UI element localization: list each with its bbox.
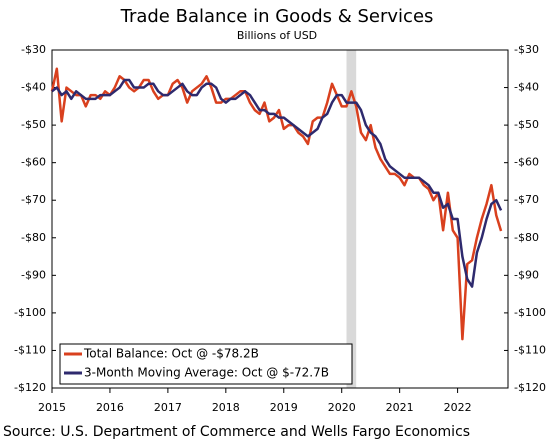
y2-tick-label: -$90 (514, 268, 539, 281)
x-tick-label: 2018 (212, 401, 240, 414)
y-tick-label: -$110 (14, 343, 46, 356)
y2-tick-label: -$120 (514, 381, 546, 394)
y2-tick-label: -$40 (514, 81, 539, 94)
legend-box (59, 343, 353, 385)
y-tick-label: -$100 (14, 306, 46, 319)
y-tick-label: -$50 (21, 118, 46, 131)
series-line (51, 78, 503, 288)
plot-frame (51, 49, 509, 389)
x-tick-label: 2020 (328, 401, 356, 414)
chart-subtitle: Billions of USD (237, 29, 317, 42)
x-tick-label: 2015 (38, 401, 66, 414)
series-line (50, 67, 503, 341)
x-tick-label: 2016 (96, 401, 124, 414)
y2-tick-label: -$80 (514, 231, 539, 244)
x-tick-label: 2017 (154, 401, 182, 414)
y-tick-label: -$60 (21, 156, 46, 169)
y2-tick-label: -$50 (514, 118, 539, 131)
x-tick-label: 2019 (270, 401, 298, 414)
y-tick-label: -$90 (21, 268, 46, 281)
source-note: Source: U.S. Department of Commerce and … (3, 424, 470, 440)
legend-label: Total Balance: Oct @ -$78.2B (83, 347, 259, 361)
x-tick-label: 2022 (444, 401, 472, 414)
legend-label: 3-Month Moving Average: Oct @ $-72.7B (84, 366, 329, 380)
y2-tick-label: -$30 (514, 43, 539, 56)
x-tick-label: 2021 (386, 401, 414, 414)
y-tick-label: -$120 (14, 381, 46, 394)
chart-title: Trade Balance in Goods & Services (120, 6, 434, 27)
y2-tick-label: -$70 (514, 193, 539, 206)
y-tick-label: -$40 (21, 81, 46, 94)
y2-tick-label: -$110 (514, 343, 546, 356)
recession-shade (346, 50, 357, 388)
y-tick-label: -$80 (21, 231, 46, 244)
y2-tick-label: -$60 (514, 156, 539, 169)
y-tick-label: -$30 (21, 43, 46, 56)
y2-tick-label: -$100 (514, 306, 546, 319)
y-tick-label: -$70 (21, 193, 46, 206)
